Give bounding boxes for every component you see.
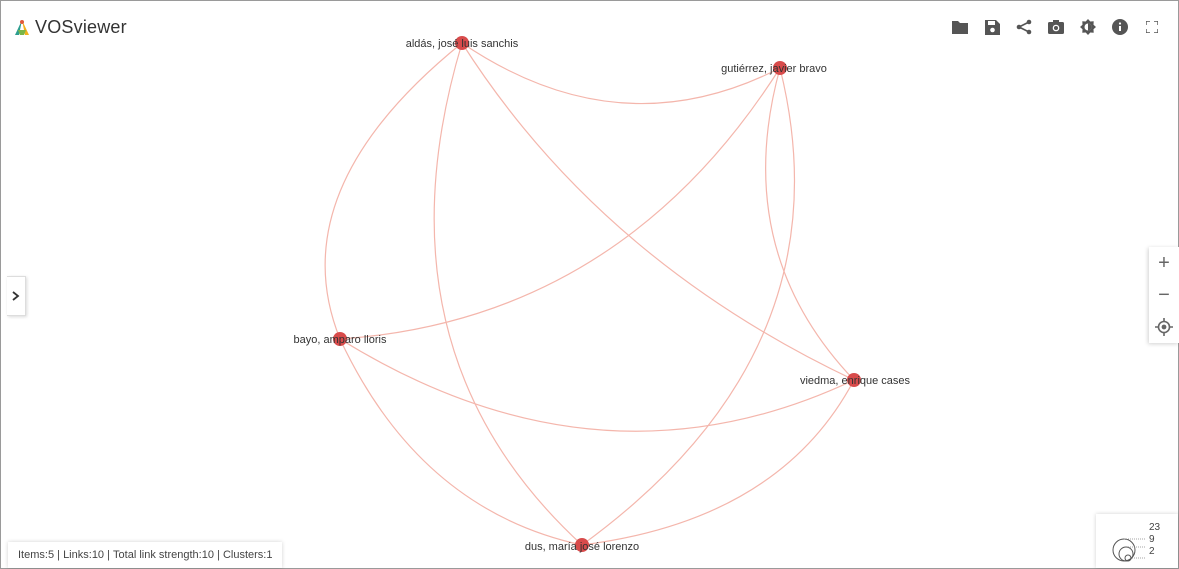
- link: [339, 338, 583, 546]
- node-label: aldás, josé luis sanchis: [406, 38, 519, 50]
- link: [433, 42, 583, 546]
- links-label: Links:: [63, 549, 92, 561]
- app-title: VOSviewer: [35, 17, 127, 37]
- node-circle[interactable]: [333, 332, 347, 346]
- node-bayo[interactable]: bayo, amparo lloris: [294, 332, 387, 346]
- size-legend: 23 9 2: [1096, 514, 1178, 568]
- node-circle[interactable]: [575, 538, 589, 552]
- app-logo: VOSviewer: [12, 17, 127, 38]
- zoom-in-button[interactable]: +: [1158, 251, 1170, 274]
- node-viedma[interactable]: viedma, enrique cases: [800, 373, 911, 387]
- node-label: dus, maría josé lorenzo: [525, 541, 639, 553]
- status-bar: Items: 5 | Links: 10 | Total link streng…: [8, 542, 283, 568]
- save-icon[interactable]: [983, 18, 1001, 36]
- legend-value: 9: [1149, 534, 1155, 545]
- node-label: bayo, amparo lloris: [294, 334, 387, 346]
- link: [461, 42, 781, 105]
- share-icon[interactable]: [1015, 18, 1033, 36]
- link: [339, 67, 781, 340]
- vosviewer-logo-icon: [15, 19, 29, 35]
- link: [581, 67, 796, 546]
- chevron-right-icon: [12, 291, 20, 301]
- reset-view-button[interactable]: [1152, 314, 1176, 340]
- info-icon[interactable]: [1111, 18, 1129, 36]
- link: [765, 67, 855, 381]
- link: [324, 42, 463, 340]
- folder-icon[interactable]: [951, 18, 969, 36]
- legend-value: 2: [1149, 546, 1155, 557]
- panel-toggle-button[interactable]: [7, 276, 26, 316]
- fullscreen-icon[interactable]: [1143, 18, 1161, 36]
- node-circle[interactable]: [847, 373, 861, 387]
- node-dus[interactable]: dus, maría josé lorenzo: [525, 538, 639, 553]
- clusters-count: 1: [266, 549, 273, 561]
- clusters-label: Clusters:: [222, 549, 267, 561]
- node-circle[interactable]: [773, 61, 787, 75]
- items-label: Items:: [18, 549, 48, 561]
- strength-label: Total link strength:: [113, 549, 202, 561]
- strength-value: 10: [201, 549, 214, 561]
- toolbar: [951, 18, 1161, 36]
- crosshair-icon: [1155, 318, 1173, 336]
- node-label: gutiérrez, javier bravo: [721, 63, 827, 75]
- zoom-out-button[interactable]: −: [1158, 283, 1170, 306]
- brightness-icon[interactable]: [1079, 18, 1097, 36]
- camera-icon[interactable]: [1047, 18, 1065, 36]
- size-legend-circles: [1112, 538, 1146, 562]
- node-circle[interactable]: [455, 36, 469, 50]
- zoom-controls: + −: [1149, 247, 1179, 343]
- link: [339, 338, 855, 432]
- links-count: 10: [91, 549, 105, 561]
- link: [581, 379, 855, 546]
- node-aldas[interactable]: aldás, josé luis sanchis: [406, 36, 519, 50]
- items-count: 5: [47, 549, 55, 561]
- legend-value: 23: [1149, 522, 1161, 533]
- node-gutierrez[interactable]: gutiérrez, javier bravo: [721, 61, 827, 75]
- node-label: viedma, enrique cases: [800, 375, 911, 387]
- links-layer: [324, 42, 855, 546]
